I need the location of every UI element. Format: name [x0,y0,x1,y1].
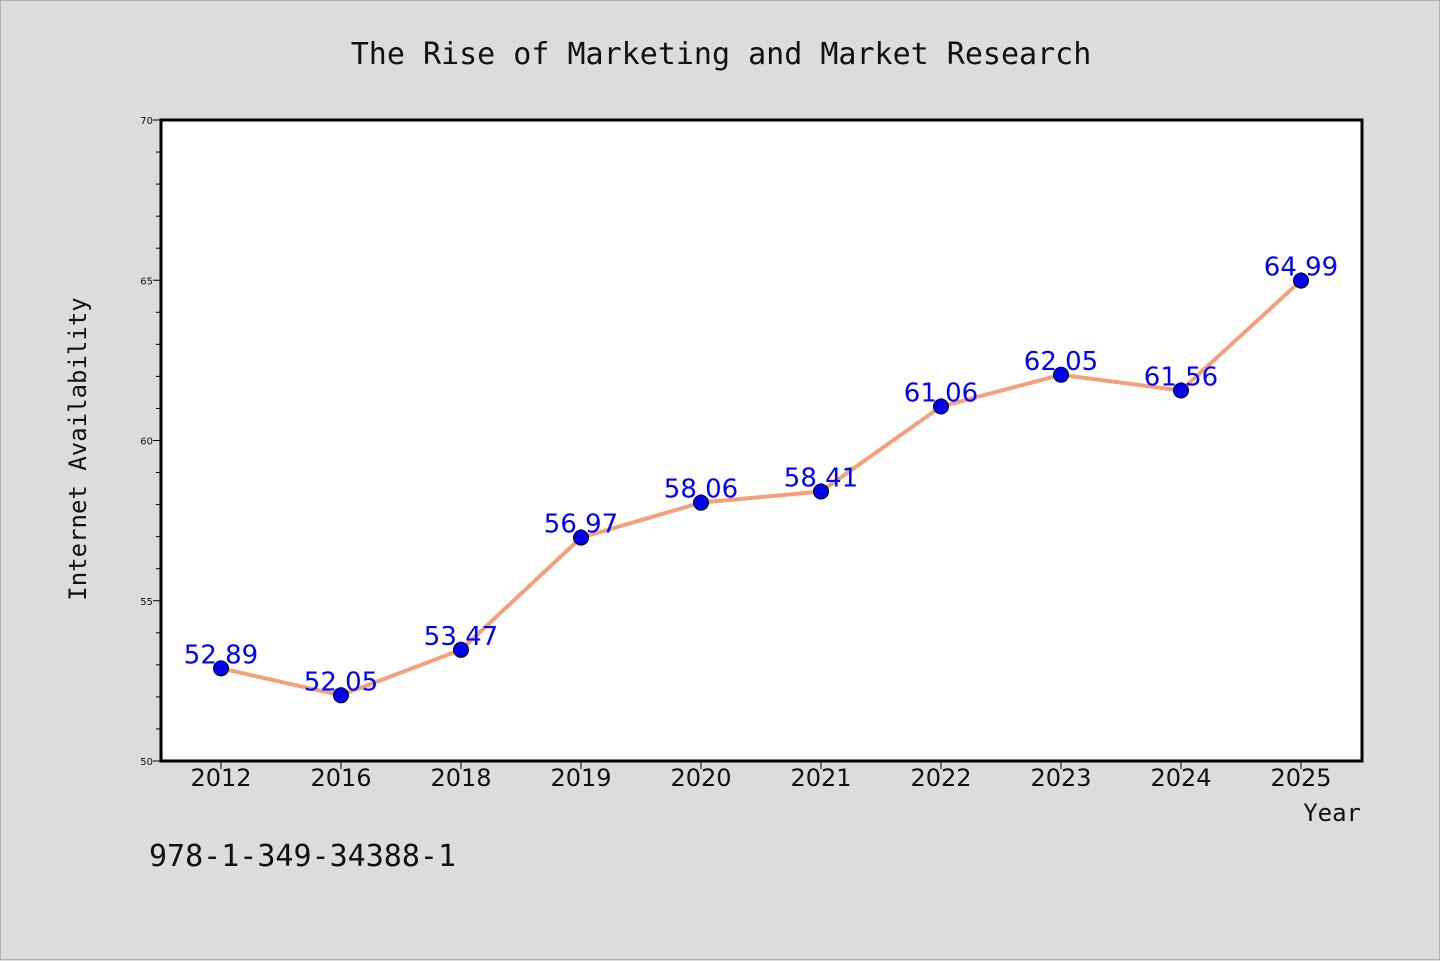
data-label: 52.05 [304,667,378,697]
x-tick-labels: 2012 2016 2018 2019 2020 2021 2022 2023 2024 2025 [190,764,1331,792]
data-point [813,483,829,500]
data-label: 52.89 [184,640,258,670]
data-point [693,494,709,511]
isbn-caption: 978-1-349-34388-1 [149,839,456,874]
data-label: 61.06 [904,379,978,409]
data-point [573,529,589,546]
data-point [933,398,949,415]
y-tick-labels: 50 55 60 65 70 [140,116,153,768]
data-point [453,641,469,658]
data-label: 62.05 [1024,347,1098,377]
data-label: 64.99 [1264,253,1338,283]
x-tick-label: 2016 [310,764,371,792]
data-label: 61.56 [1144,363,1218,393]
x-tick-label: 2019 [550,764,611,792]
y-tick-label: 50 [140,757,153,768]
data-point [1053,366,1069,383]
series-line [219,278,1303,698]
plot-area [161,120,1362,761]
data-point [1293,272,1309,289]
data-point [333,687,349,704]
x-tick-label: 2022 [910,764,971,792]
x-tick-label: 2020 [670,764,731,792]
data-label: 58.06 [664,475,738,505]
y-axis-label: Internet Availability [64,297,92,600]
data-label: 56.97 [544,510,618,540]
data-label: 53.47 [424,622,498,652]
x-tick-label: 2012 [190,764,251,792]
x-tick-label: 2025 [1270,764,1331,792]
data-point [1173,382,1189,399]
x-axis-label: Year [1303,799,1361,827]
data-label: 58.41 [784,463,858,493]
x-tick-label: 2018 [430,764,491,792]
data-point [213,660,229,677]
y-tick-label: 65 [140,276,153,287]
series-markers [213,272,1309,704]
x-tick-label: 2021 [790,764,851,792]
x-tick-label: 2023 [1030,764,1091,792]
y-tick-label: 60 [140,437,153,448]
y-tick-label: 70 [140,116,153,127]
y-tick-label: 55 [140,597,153,608]
chart-title: The Rise of Marketing and Market Researc… [351,37,1092,72]
plot-frame [159,118,1364,763]
data-labels: 52.89 52.05 53.47 56.97 58.06 58.41 61.06 62.05… [184,253,1338,698]
x-tick-label: 2024 [1150,764,1211,792]
